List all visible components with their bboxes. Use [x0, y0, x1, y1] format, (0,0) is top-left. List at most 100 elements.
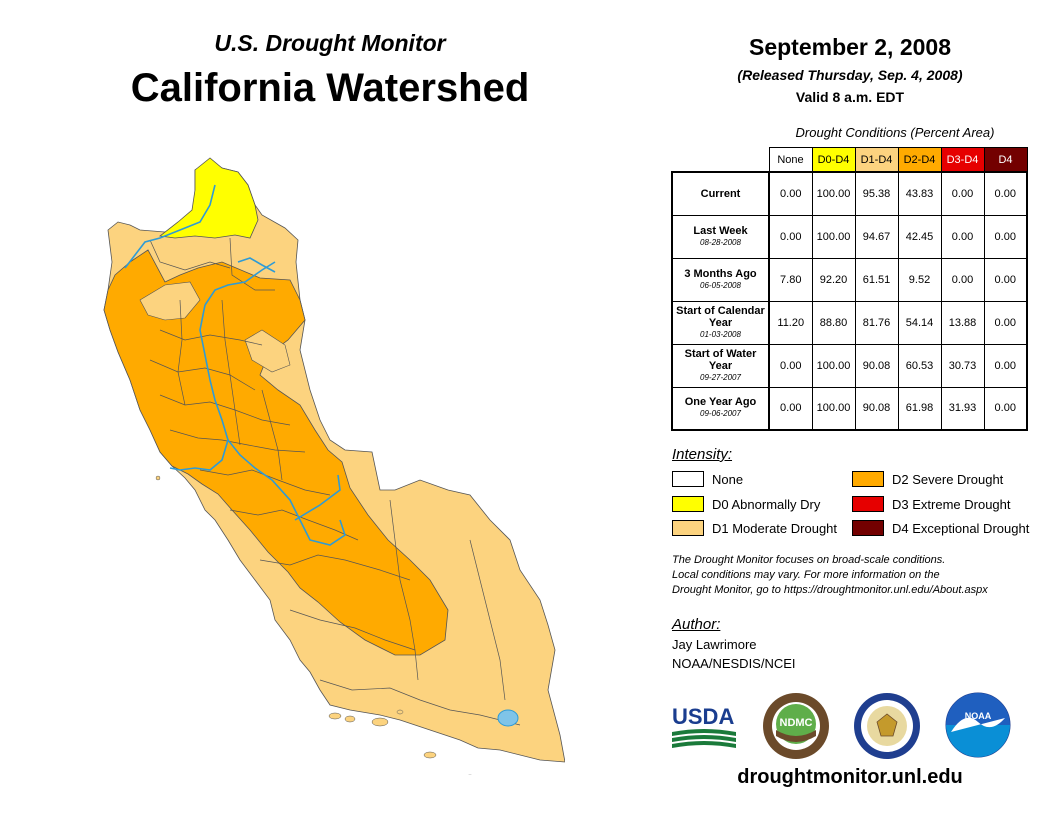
legend-label: D3 Extreme Drought — [892, 496, 1011, 512]
legend-title: Intensity: — [672, 446, 733, 463]
map-date: September 2, 2008 — [748, 34, 951, 60]
cell: 9.52 — [897, 257, 942, 302]
cell: 0.00 — [768, 214, 813, 259]
cell: 11.20 — [768, 300, 813, 345]
table-header-row: None D0-D4 D1-D4 D2-D4 D3-D4 D4 — [672, 147, 1028, 173]
legend-label: D4 Exceptional Drought — [892, 520, 1030, 536]
release-date: (Released Thursday, Sep. 4, 2008) — [737, 67, 963, 83]
row-label: Start of Calendar Year 01-03-2008 — [671, 300, 770, 345]
cell: 42.45 — [897, 214, 942, 259]
note-line: Drought Monitor, go to https://droughtmo… — [672, 584, 988, 596]
legend-swatch — [852, 471, 884, 487]
valid-time: Valid 8 a.m. EDT — [795, 89, 905, 105]
legend-item-d0: D0 Abnormally Dry — [672, 496, 820, 512]
author-name: Jay Lawrimore — [672, 637, 757, 652]
drought-conditions-table: None D0-D4 D1-D4 D2-D4 D3-D4 D4 Current … — [671, 147, 1028, 431]
legend-label: D2 Severe Drought — [892, 471, 1004, 487]
cell: 90.08 — [854, 343, 899, 388]
california-watershed-map — [103, 157, 565, 775]
d2-region — [103, 249, 449, 656]
website-url[interactable]: droughtmonitor.unl.edu — [737, 766, 963, 788]
legend-item-d3: D3 Extreme Drought — [852, 496, 1011, 512]
cell: 0.00 — [983, 214, 1028, 259]
svg-text:NDMC: NDMC — [780, 717, 813, 729]
col-header-none: None — [768, 147, 813, 173]
col-header-d2-d4: D2-D4 — [897, 147, 942, 173]
cell: 100.00 — [811, 171, 856, 216]
svg-text:USDA: USDA — [672, 704, 734, 729]
cell: 0.00 — [768, 386, 813, 431]
legend-item-none: None — [672, 471, 743, 487]
cell: 54.14 — [897, 300, 942, 345]
cell: 0.00 — [940, 214, 985, 259]
disclaimer-note: The Drought Monitor focuses on broad-sca… — [672, 553, 1042, 598]
cell: 0.00 — [940, 257, 985, 302]
cell: 0.00 — [983, 300, 1028, 345]
cell: 13.88 — [940, 300, 985, 345]
legend-swatch — [672, 520, 704, 536]
cell: 81.76 — [854, 300, 899, 345]
cell: 0.00 — [940, 171, 985, 216]
cell: 61.98 — [897, 386, 942, 431]
table-row: Start of Water Year 09-27-2007 0.00 100.0… — [671, 343, 1028, 388]
usda-logo: USDA — [672, 704, 736, 748]
table-row: Start of Calendar Year 01-03-2008 11.20 8… — [671, 300, 1028, 345]
cell: 95.38 — [854, 171, 899, 216]
note-line: The Drought Monitor focuses on broad-sca… — [672, 554, 946, 566]
legend-swatch — [852, 520, 884, 536]
cell: 0.00 — [983, 386, 1028, 431]
legend-label: D0 Abnormally Dry — [712, 496, 821, 512]
cell: 0.00 — [983, 257, 1028, 302]
channel-islands — [155, 475, 473, 775]
cell: 100.00 — [811, 386, 856, 431]
legend-label: None — [712, 471, 744, 487]
d0-region — [159, 157, 259, 239]
row-date: 09-06-2007 — [700, 409, 741, 419]
note-line: Local conditions may vary. For more info… — [672, 569, 940, 581]
legend-swatch — [852, 496, 884, 512]
cell: 0.00 — [768, 171, 813, 216]
legend-item-d4: D4 Exceptional Drought — [852, 520, 1029, 536]
cell: 0.00 — [983, 171, 1028, 216]
rivers — [124, 184, 346, 546]
row-label: 3 Months Ago 06-05-2008 — [671, 257, 770, 302]
legend-swatch — [672, 471, 704, 487]
cell: 94.67 — [854, 214, 899, 259]
cell: 90.08 — [854, 386, 899, 431]
table-row: Current 0.00 100.00 95.38 43.83 0.00 0.0… — [671, 171, 1028, 216]
legend-item-d2: D2 Severe Drought — [852, 471, 1003, 487]
map-subtitle: U.S. Drought Monitor — [214, 30, 446, 56]
d1-pocket-north — [139, 281, 201, 321]
legend-item-d1: D1 Moderate Drought — [672, 520, 837, 536]
row-label: Start of Water Year 09-27-2007 — [671, 343, 770, 388]
col-header-d3-d4: D3-D4 — [940, 147, 985, 173]
table-row: 3 Months Ago 06-05-2008 7.80 92.20 61.51 … — [671, 257, 1028, 302]
cell: 43.83 — [897, 171, 942, 216]
row-date: 08-28-2008 — [700, 237, 741, 247]
row-date: 09-27-2007 — [700, 372, 741, 382]
legend-label: D1 Moderate Drought — [712, 520, 838, 536]
cell: 60.53 — [897, 343, 942, 388]
col-header-d4: D4 — [983, 147, 1028, 173]
cell: 88.80 — [811, 300, 856, 345]
cell: 100.00 — [811, 214, 856, 259]
cell: 30.73 — [940, 343, 985, 388]
cell: 92.20 — [811, 257, 856, 302]
row-label: Last Week 08-28-2008 — [671, 214, 770, 259]
ndmc-logo: NDMC — [763, 693, 829, 759]
author-org: NOAA/NESDIS/NCEI — [672, 656, 796, 671]
row-label: Current — [671, 171, 770, 216]
lake — [497, 709, 519, 727]
noaa-logo: NOAA — [945, 692, 1011, 758]
map-title: California Watershed — [130, 66, 530, 110]
header-blank — [672, 148, 769, 173]
author-title: Author: — [672, 616, 721, 633]
watershed-boundaries — [149, 237, 521, 726]
cell: 31.93 — [940, 386, 985, 431]
col-header-d0-d4: D0-D4 — [811, 147, 856, 173]
cell: 0.00 — [983, 343, 1028, 388]
cell: 0.00 — [768, 343, 813, 388]
d1-pocket-east — [244, 329, 291, 373]
table-caption: Drought Conditions (Percent Area) — [795, 125, 995, 140]
cell: 61.51 — [854, 257, 899, 302]
